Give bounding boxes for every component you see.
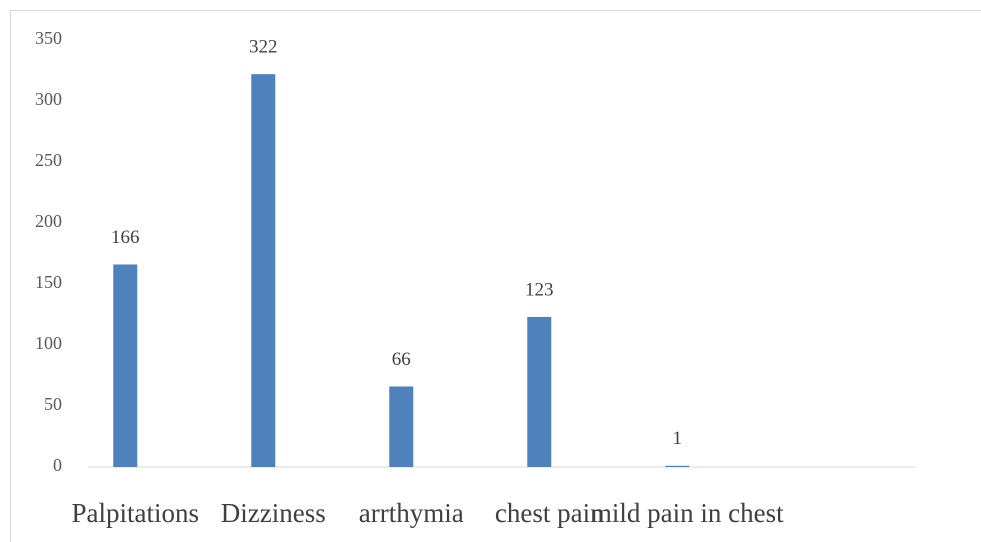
bar bbox=[251, 74, 276, 467]
data-label: 166 bbox=[111, 227, 140, 248]
x-tick-label: mild pain in chest bbox=[591, 498, 784, 528]
x-tick-label: chest pain bbox=[495, 498, 604, 528]
bar bbox=[665, 465, 690, 467]
y-tick-label: 50 bbox=[44, 394, 62, 414]
bar bbox=[113, 264, 138, 467]
y-tick-label: 100 bbox=[35, 333, 62, 353]
y-tick-label: 150 bbox=[35, 272, 62, 292]
bar bbox=[389, 386, 414, 467]
y-tick-label: 350 bbox=[35, 28, 62, 48]
x-tick-label: arrthymia bbox=[359, 498, 464, 528]
data-label: 1 bbox=[673, 428, 683, 449]
y-tick-label: 200 bbox=[35, 211, 62, 231]
x-tick-label: Dizziness bbox=[221, 498, 326, 528]
y-tick-label: 250 bbox=[35, 150, 62, 170]
x-tick-label: Palpitations bbox=[72, 498, 200, 528]
data-label: 322 bbox=[249, 37, 278, 58]
bar bbox=[527, 316, 552, 467]
data-label: 66 bbox=[392, 349, 411, 370]
data-label: 123 bbox=[525, 279, 554, 300]
chart-frame bbox=[10, 10, 981, 542]
y-tick-label: 0 bbox=[53, 455, 62, 475]
y-tick-label: 300 bbox=[35, 89, 62, 109]
